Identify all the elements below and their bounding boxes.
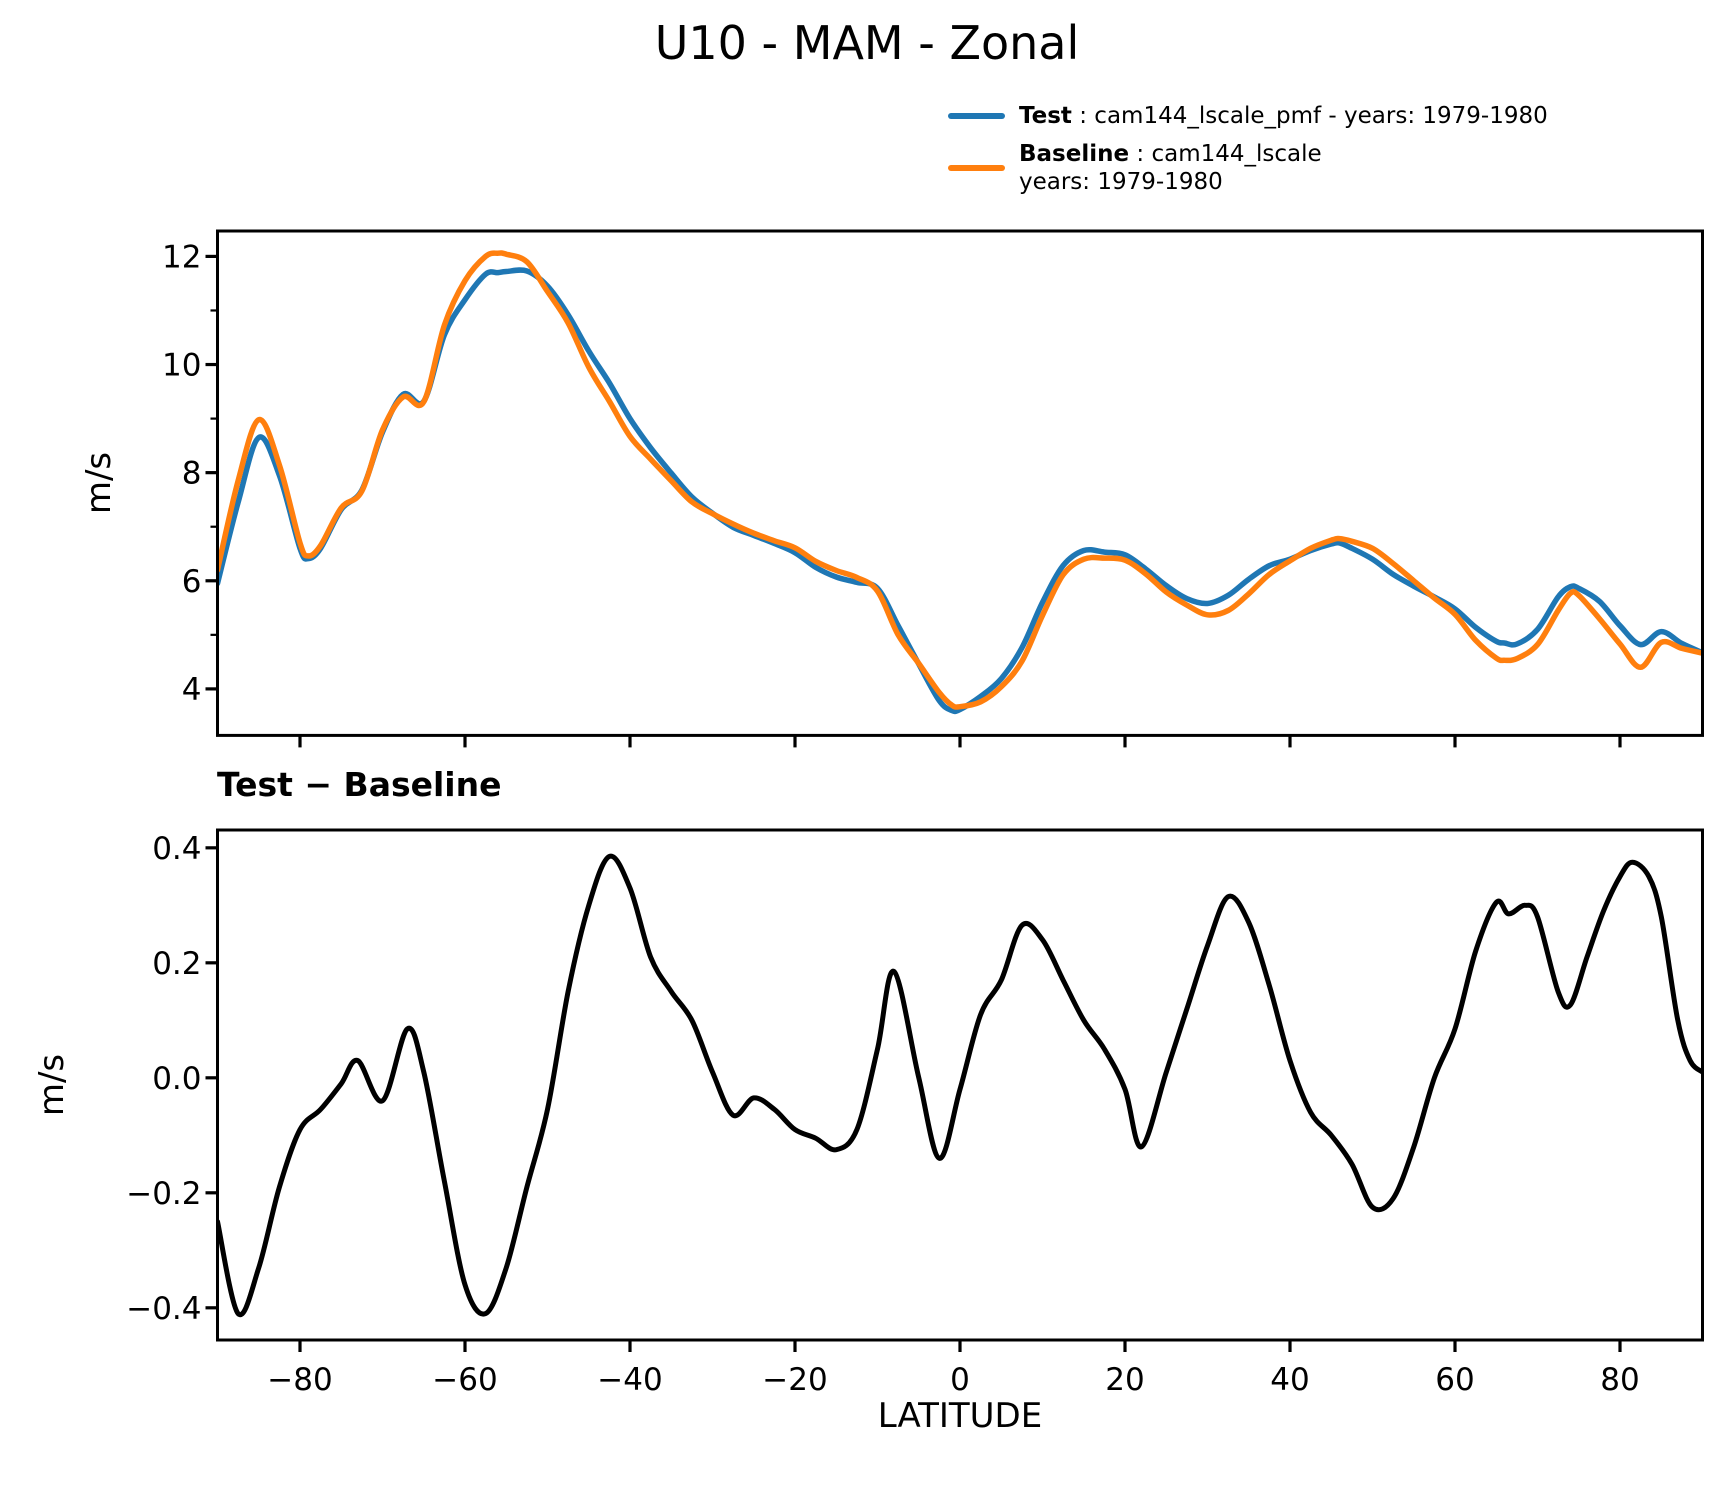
test-baseline-curve — [217, 853, 1703, 1318]
y-tick-label: −0.4 — [126, 1291, 201, 1327]
bottom-chart-title: Test − Baseline — [217, 765, 502, 804]
x-tick-label: 60 — [1435, 1362, 1474, 1398]
top-chart-y-axis-label: m/s — [79, 451, 119, 515]
baseline-line-swatch — [948, 165, 1005, 171]
test-curve — [217, 267, 1703, 715]
y-tick-label: 4 — [182, 672, 202, 708]
test-line-swatch — [948, 113, 1005, 119]
legend-entry-baseline-label: Baseline : cam144_lscale years: 1979-198… — [1019, 141, 1322, 195]
x-tick-label: −20 — [762, 1362, 827, 1398]
top-chart-curves — [217, 250, 1703, 715]
top-chart-spines — [216, 229, 1704, 737]
x-tick-label: −80 — [267, 1362, 332, 1398]
legend-entry-baseline: Baseline : cam144_lscale years: 1979-198… — [948, 140, 1548, 196]
legend-entry-test-label: Test : cam144_lscale_pmf - years: 1979-1… — [1019, 103, 1548, 129]
top-chart: 4 6 8 10 12 — [162, 229, 1704, 748]
legend: Test : cam144_lscale_pmf - years: 1979-1… — [948, 102, 1548, 206]
legend-entry-test: Test : cam144_lscale_pmf - years: 1979-1… — [948, 102, 1548, 130]
x-tick-label: −40 — [597, 1362, 662, 1398]
y-tick-label: −0.2 — [126, 1176, 201, 1212]
bottom-chart-x-axis: −80 −60 −40 −20 0 20 40 60 80 — [267, 1340, 1640, 1398]
top-chart-x-axis — [298, 735, 1622, 748]
x-axis-label: LATITUDE — [877, 1396, 1043, 1436]
bottom-chart: −80 −60 −40 −20 0 20 40 60 80 −0.4 −0.2 0.0 0.2 0.4 — [126, 828, 1704, 1398]
x-tick-label: 0 — [950, 1362, 970, 1398]
y-tick-label: 12 — [162, 239, 201, 275]
y-tick-label: 0.0 — [152, 1061, 201, 1097]
y-tick-label: 0.2 — [152, 946, 201, 982]
x-tick-label: 40 — [1270, 1362, 1309, 1398]
x-tick-label: 80 — [1600, 1362, 1639, 1398]
baseline-curve — [217, 250, 1703, 710]
x-tick-label: −60 — [432, 1362, 497, 1398]
top-chart-y-axis: 4 6 8 10 12 — [162, 239, 218, 708]
x-tick-label: 20 — [1105, 1362, 1144, 1398]
y-tick-label: 10 — [162, 348, 201, 384]
page-title: U10 - MAM - Zonal — [654, 16, 1080, 70]
y-tick-label: 8 — [182, 456, 202, 492]
bottom-chart-y-axis: −0.4 −0.2 0.0 0.2 0.4 — [126, 831, 218, 1327]
bottom-chart-curves — [217, 853, 1703, 1318]
bottom-chart-y-axis-label: m/s — [32, 1053, 72, 1117]
y-tick-label: 6 — [182, 564, 202, 600]
y-tick-label: 0.4 — [152, 831, 201, 867]
